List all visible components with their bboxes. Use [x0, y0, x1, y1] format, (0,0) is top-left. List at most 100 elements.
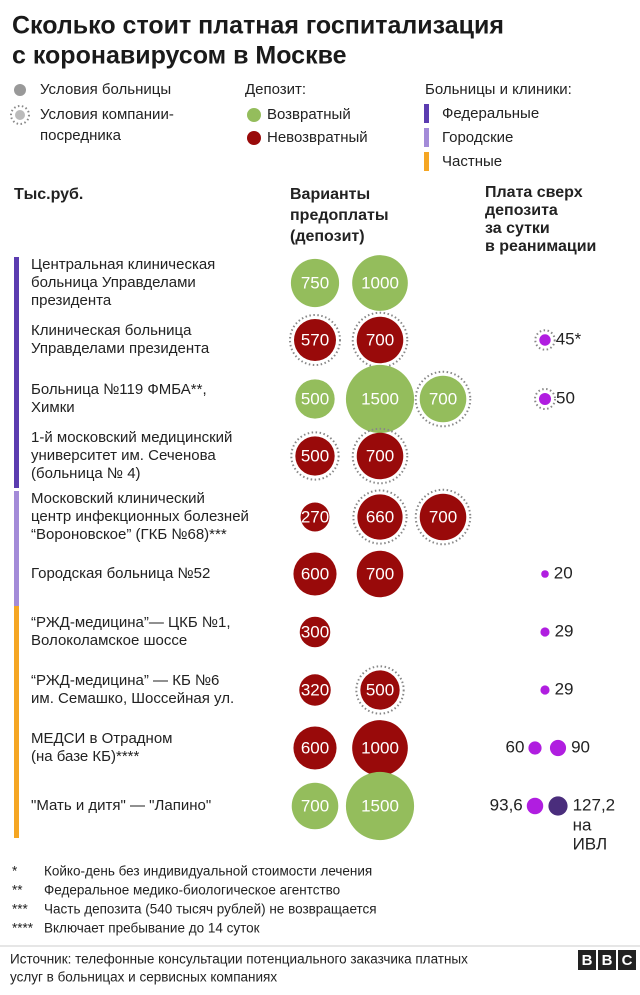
column-header: за сутки — [485, 220, 550, 237]
footnote-text: Часть депозита (540 тысяч рублей) не воз… — [44, 902, 377, 917]
intermediary-ring — [351, 311, 409, 369]
hospital-name: “Вороновское” (ГКБ №68)*** — [31, 526, 227, 543]
intermediary-ring — [288, 313, 342, 367]
deposit-bubble — [360, 670, 400, 710]
footnote-mark: ** — [12, 883, 23, 898]
source-text: услуг в больницах и сервисных компаниях — [10, 970, 277, 985]
deposit-bubble — [345, 364, 415, 434]
legend-label: Условия больницы — [40, 81, 171, 98]
deposit-bubble — [357, 494, 403, 540]
legend-label: посредника — [40, 127, 122, 144]
fee-label: 60 — [505, 737, 524, 756]
deposit-bubble — [345, 771, 415, 841]
footnote-mark: **** — [12, 921, 34, 936]
fee-label: 45* — [556, 329, 582, 348]
logo-box — [618, 950, 636, 970]
deposit-bubble — [419, 493, 467, 541]
logo-letter: C — [622, 952, 633, 969]
deposit-bubble — [299, 674, 331, 706]
unit-label: Тыс.руб. — [14, 186, 83, 203]
deposit-bubble — [295, 436, 335, 476]
fee-dot — [538, 392, 552, 406]
legend-label: Федеральные — [442, 105, 539, 122]
deposit-label: 600 — [301, 738, 329, 757]
legend-dot — [247, 108, 261, 122]
hospital-name: Клиническая больница — [31, 322, 192, 339]
deposit-label: 500 — [366, 680, 394, 699]
footnote-text: Включает пребывание до 14 суток — [44, 921, 260, 936]
column-header: Плата сверх — [485, 184, 583, 201]
fee-dot — [528, 741, 542, 755]
source-text: Источник: телефонные консультации потенц… — [10, 952, 468, 967]
deposit-label: 700 — [366, 446, 394, 465]
deposit-bubble — [300, 502, 330, 532]
intermediary-ring — [534, 329, 556, 351]
hospital-name: Управделами президента — [31, 340, 210, 357]
fee-label: 29 — [555, 621, 574, 640]
hospital-name: "Мать и дитя" — "Лапино" — [31, 797, 211, 814]
hospital-name: президента — [31, 292, 112, 309]
deposit-bubble — [352, 255, 408, 311]
legend-bar — [424, 152, 429, 171]
intermediary-ring — [414, 488, 472, 546]
group-bar — [14, 491, 19, 606]
legend-bar — [424, 128, 429, 147]
hospital-name: Больница №119 ФМБА**, — [31, 381, 207, 398]
fee-dot — [541, 570, 549, 578]
deposit-bubble — [299, 616, 331, 648]
legend-title: Больницы и клиники: — [425, 81, 572, 98]
deposit-bubble — [352, 720, 408, 776]
fee-dot — [540, 627, 550, 637]
intermediary-ring — [414, 370, 472, 428]
deposit-label: 1500 — [361, 796, 399, 815]
hospital-name: Центральная клиническая — [31, 256, 215, 273]
deposit-label: 1500 — [361, 389, 399, 408]
deposit-bubble — [356, 316, 404, 364]
column-header: депозита — [485, 202, 558, 219]
logo-box — [598, 950, 616, 970]
deposit-label: 270 — [301, 507, 329, 526]
hospital-name: им. Семашко, Шоссейная ул. — [31, 690, 234, 707]
intermediary-ring — [351, 427, 409, 485]
hospital-name: центр инфекционных болезней — [31, 508, 249, 525]
column-header: предоплаты — [290, 207, 389, 224]
deposit-label: 700 — [301, 796, 329, 815]
footnote-text: Койко-день без индивидуальной стоимости … — [44, 864, 372, 879]
fee-dot — [539, 334, 551, 346]
deposit-bubble — [293, 552, 337, 596]
deposit-label: 300 — [301, 622, 329, 641]
fee-label: 90 — [571, 737, 590, 756]
legend-bar — [424, 104, 429, 123]
fee-label: 29 — [555, 679, 574, 698]
deposit-label: 320 — [301, 680, 329, 699]
column-header: в реанимации — [485, 238, 596, 255]
footnote-mark: *** — [12, 902, 29, 917]
fee-note: на — [573, 815, 592, 834]
deposit-label: 700 — [429, 507, 457, 526]
legend-label: Невозвратный — [267, 129, 368, 146]
deposit-label: 700 — [366, 564, 394, 583]
logo-box — [578, 950, 596, 970]
legend-label: Городские — [442, 129, 513, 146]
hospital-name: университет им. Сеченова — [31, 447, 216, 464]
deposit-label: 1000 — [361, 738, 399, 757]
deposit-bubble — [295, 379, 335, 419]
deposit-bubble — [356, 550, 404, 598]
intermediary-ring — [355, 665, 405, 715]
deposit-label: 500 — [301, 446, 329, 465]
logo-letter: B — [582, 952, 593, 969]
fee-label: 93,6 — [490, 795, 523, 814]
hospital-name: (больница № 4) — [31, 465, 141, 482]
fee-dot — [549, 739, 567, 757]
fee-dot — [540, 685, 550, 695]
title-line: с коронавирусом в Москве — [12, 42, 347, 70]
legend-dot — [247, 131, 261, 145]
fee-label: 50 — [556, 388, 575, 407]
hospital-name: “РЖД-медицина”— ЦКБ №1, — [31, 614, 231, 631]
footnote-text: Федеральное медико-биологическое агентст… — [44, 883, 340, 898]
hospital-name: “РЖД-медицина” — КБ №6 — [31, 672, 219, 689]
legend-label: Условия компании- — [40, 106, 174, 123]
legend-dot — [14, 84, 26, 96]
intermediary-ring — [10, 105, 30, 125]
